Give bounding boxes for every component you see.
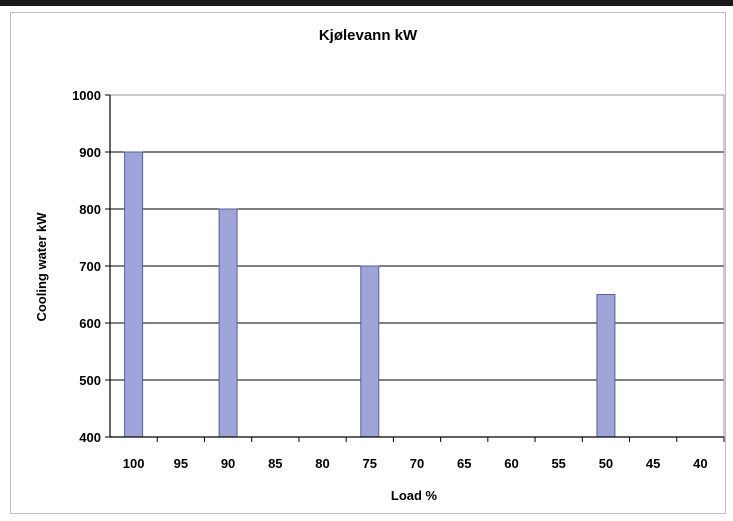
y-tick-label: 600	[79, 316, 101, 331]
x-tick-label: 85	[268, 456, 282, 471]
y-tick-label: 700	[79, 259, 101, 274]
chart-title: Kjølevann kW	[319, 27, 418, 44]
x-tick-label: 80	[315, 456, 329, 471]
x-tick-label: 55	[551, 456, 565, 471]
x-tick-label: 50	[599, 456, 613, 471]
axes	[105, 94, 725, 442]
x-tick-label: 65	[457, 456, 471, 471]
y-tick-label: 800	[79, 202, 101, 217]
bars	[124, 151, 616, 438]
x-tick-label: 100	[123, 456, 145, 471]
bar	[218, 208, 238, 438]
x-tick-label: 45	[646, 456, 660, 471]
gridlines	[110, 94, 724, 381]
x-tick-label: 95	[174, 456, 188, 471]
x-tick-label: 90	[221, 456, 235, 471]
y-tick-label: 500	[79, 373, 101, 388]
top-edge-strip	[0, 0, 733, 6]
x-tick-label: 75	[363, 456, 377, 471]
x-tick-labels: 100 95 90 85 80 75 70 65 60 55 50 45 40	[123, 456, 708, 471]
y-axis-label: Cooling water kW	[34, 212, 49, 322]
y-tick-label: 400	[79, 430, 101, 445]
x-axis-label: Load %	[391, 488, 438, 503]
y-tick-label: 900	[79, 145, 101, 160]
y-tick-label: 1000	[72, 88, 101, 103]
bar	[124, 151, 144, 438]
x-tick-label: 70	[410, 456, 424, 471]
bar	[360, 265, 380, 438]
x-tick-label: 40	[693, 456, 707, 471]
bar	[596, 294, 616, 438]
x-tick-label: 60	[504, 456, 518, 471]
y-tick-labels: 400 500 600 700 800 900 1000	[72, 88, 101, 445]
